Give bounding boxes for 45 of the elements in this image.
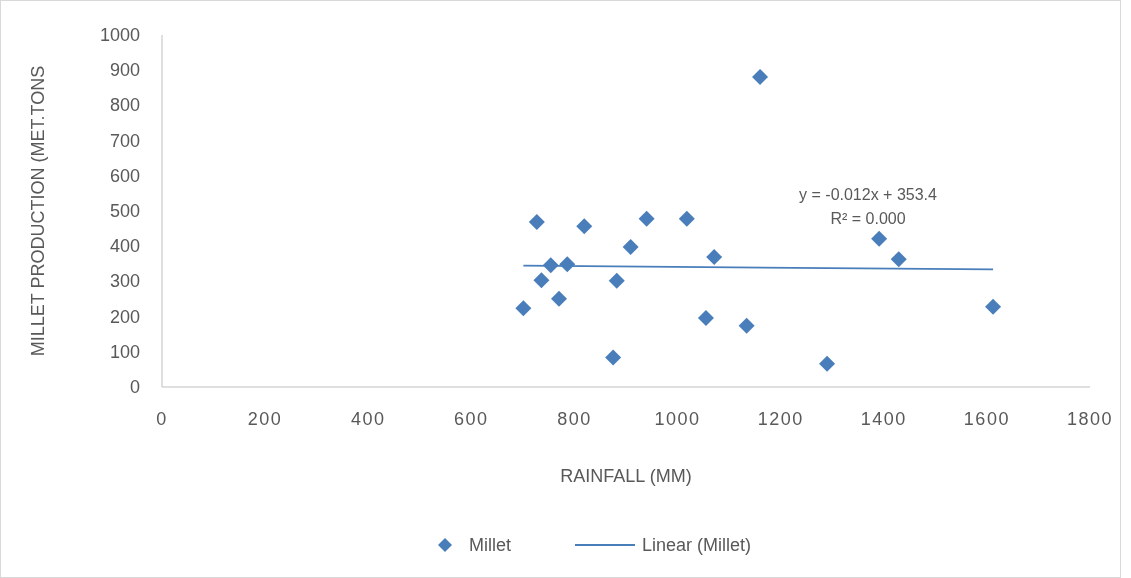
point bbox=[533, 272, 550, 289]
x-tick-label: 1400 bbox=[860, 409, 907, 429]
y-tick-label: 700 bbox=[109, 130, 140, 151]
y-tick-label: 800 bbox=[109, 95, 140, 116]
point bbox=[697, 310, 714, 327]
point bbox=[550, 290, 567, 307]
point bbox=[738, 317, 755, 334]
annotation: R² = 0.000 bbox=[830, 209, 906, 227]
x-tick-label: 800 bbox=[557, 409, 592, 429]
y-axis-title: MILLET PRODUCTION (MET.TONS bbox=[28, 65, 48, 357]
y-tick-label: 500 bbox=[109, 201, 140, 221]
point bbox=[890, 251, 907, 268]
point bbox=[622, 238, 639, 255]
x-tick-label: 1200 bbox=[757, 409, 804, 429]
point bbox=[515, 300, 532, 317]
point bbox=[528, 213, 545, 230]
x-tick-label: 1800 bbox=[1066, 409, 1114, 429]
x-axis-title: RAINFALL (MM) bbox=[560, 466, 692, 486]
point bbox=[871, 230, 888, 247]
y-tick-label: 400 bbox=[109, 236, 140, 257]
point bbox=[608, 272, 625, 289]
y-tick-label: 900 bbox=[109, 60, 140, 81]
y-tick-label: 600 bbox=[109, 165, 140, 186]
point bbox=[819, 355, 836, 372]
legend-label: Millet bbox=[469, 535, 512, 555]
y-tick-label: 300 bbox=[109, 271, 140, 292]
point bbox=[706, 249, 723, 266]
y-tick-label: 100 bbox=[109, 341, 140, 362]
x-tick-label: 1600 bbox=[963, 409, 1010, 429]
point bbox=[638, 210, 655, 227]
y-tick-label: 0 bbox=[129, 377, 140, 397]
point bbox=[985, 298, 1002, 315]
point bbox=[576, 218, 593, 235]
legend-label: Linear (Millet) bbox=[642, 535, 752, 555]
x-tick-label: 600 bbox=[454, 409, 489, 429]
y-tick-label: 200 bbox=[109, 306, 140, 327]
x-tick-label: 200 bbox=[247, 409, 283, 429]
x-tick-label: 400 bbox=[350, 409, 386, 429]
point bbox=[605, 349, 622, 366]
point bbox=[678, 210, 695, 227]
annotation: y = -0.012x + 353.4 bbox=[799, 185, 938, 203]
x-tick-label: 0 bbox=[156, 409, 168, 429]
y-tick-label: 1000 bbox=[99, 25, 140, 45]
x-tick-label: 1000 bbox=[654, 409, 701, 429]
point bbox=[752, 68, 769, 85]
